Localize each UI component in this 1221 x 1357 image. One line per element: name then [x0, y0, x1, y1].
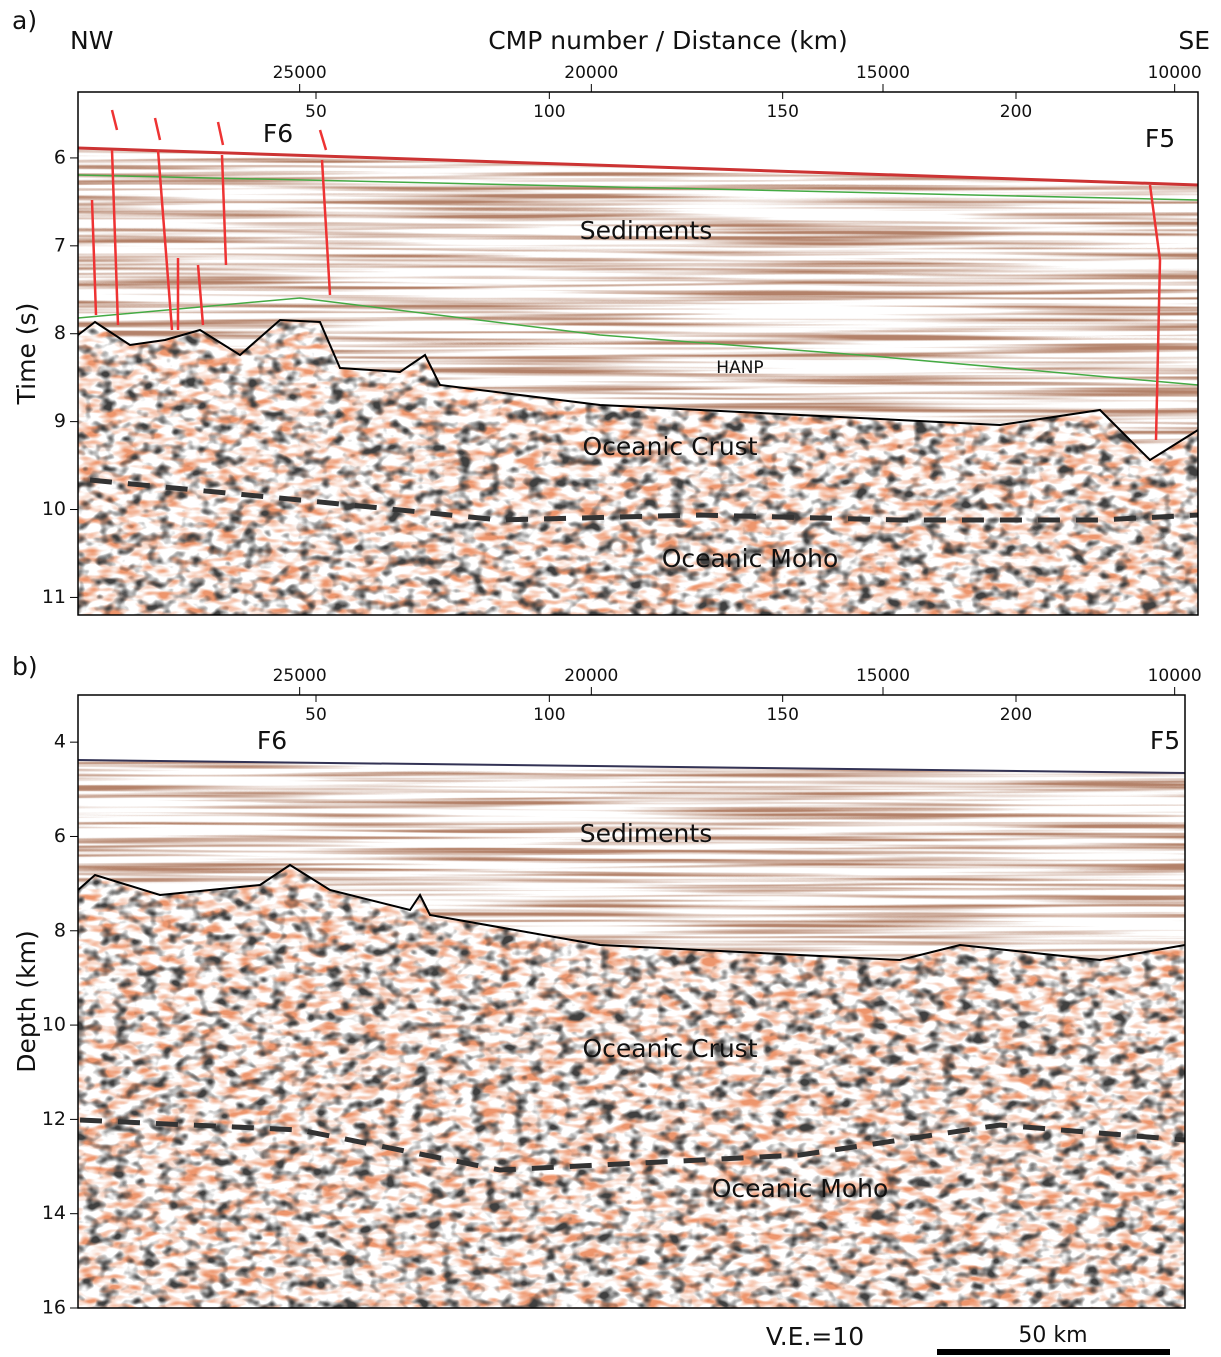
annotation: Oceanic Moho: [662, 544, 839, 573]
y-tick-label: 4: [54, 731, 66, 753]
direction-label: NW: [70, 26, 113, 55]
distance-tick-label: 100: [533, 705, 565, 725]
y-tick-label: 11: [42, 586, 66, 608]
y-tick-label: 6: [54, 825, 66, 847]
annotation: Oceanic Crust: [582, 432, 757, 461]
y-tick-label: 10: [42, 1014, 66, 1036]
y-tick-label: 8: [54, 322, 66, 344]
annotation: Sediments: [580, 216, 712, 245]
distance-tick-label: 150: [766, 705, 798, 725]
panel-label: a): [12, 6, 37, 35]
distance-tick-label: 100: [533, 102, 565, 122]
y-tick-label: 9: [54, 410, 66, 432]
cmp-tick-label: 10000: [1148, 63, 1202, 83]
cmp-tick-label: 15000: [856, 666, 910, 686]
y-tick-label: 12: [42, 1108, 66, 1130]
section-b-image: [77, 694, 1186, 1309]
cmp-tick-label: 15000: [856, 63, 910, 83]
x-axis-title: CMP number / Distance (km): [488, 26, 848, 55]
panel-label: b): [12, 652, 38, 681]
direction-label: SE: [1178, 26, 1210, 55]
annotation: Sediments: [580, 819, 712, 848]
y-tick-label: 14: [42, 1202, 66, 1224]
cmp-tick-label: 20000: [564, 63, 618, 83]
cmp-tick-label: 10000: [1148, 666, 1202, 686]
annotation: HANP: [716, 358, 763, 378]
cmp-tick-label: 25000: [273, 666, 327, 686]
section-a-image: [77, 91, 1199, 616]
y-tick-label: 6: [54, 146, 66, 168]
y-tick-label: 10: [42, 498, 66, 520]
distance-tick-label: 150: [766, 102, 798, 122]
annotation: Oceanic Moho: [712, 1174, 889, 1203]
distance-tick-label: 200: [1000, 102, 1032, 122]
annotation: F6: [263, 119, 293, 148]
scale-bar-label: 50 km: [1018, 1323, 1087, 1348]
y-tick-label: 16: [42, 1297, 66, 1319]
vertical-exaggeration: V.E.=10: [766, 1322, 864, 1351]
y-axis-title: Depth (km): [12, 930, 41, 1072]
annotation: F6: [257, 726, 287, 755]
distance-tick-label: 200: [1000, 705, 1032, 725]
cmp-tick-label: 25000: [273, 63, 327, 83]
distance-tick-label: 50: [305, 705, 327, 725]
annotation: F5: [1150, 726, 1180, 755]
annotation: Oceanic Crust: [582, 1034, 757, 1063]
cmp-tick-label: 20000: [564, 666, 618, 686]
y-tick-label: 8: [54, 919, 66, 941]
annotation: F5: [1145, 124, 1175, 153]
y-tick-label: 7: [54, 234, 66, 256]
distance-tick-label: 50: [305, 102, 327, 122]
y-axis-title: Time (s): [12, 303, 41, 406]
